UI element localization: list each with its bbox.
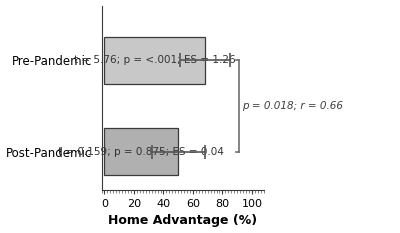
Bar	[104, 128, 178, 175]
Text: p = 0.018; r = 0.66: p = 0.018; r = 0.66	[242, 101, 343, 111]
X-axis label: Home Advantage (%): Home Advantage (%)	[108, 214, 257, 227]
Text: t = 5.76; p = <.001; ES = 1.26: t = 5.76; p = <.001; ES = 1.26	[74, 55, 236, 65]
Text: t = 0.159; p = 0.875; ES = 0.04: t = 0.159; p = 0.875; ES = 0.04	[58, 147, 224, 157]
Bar	[104, 37, 205, 84]
